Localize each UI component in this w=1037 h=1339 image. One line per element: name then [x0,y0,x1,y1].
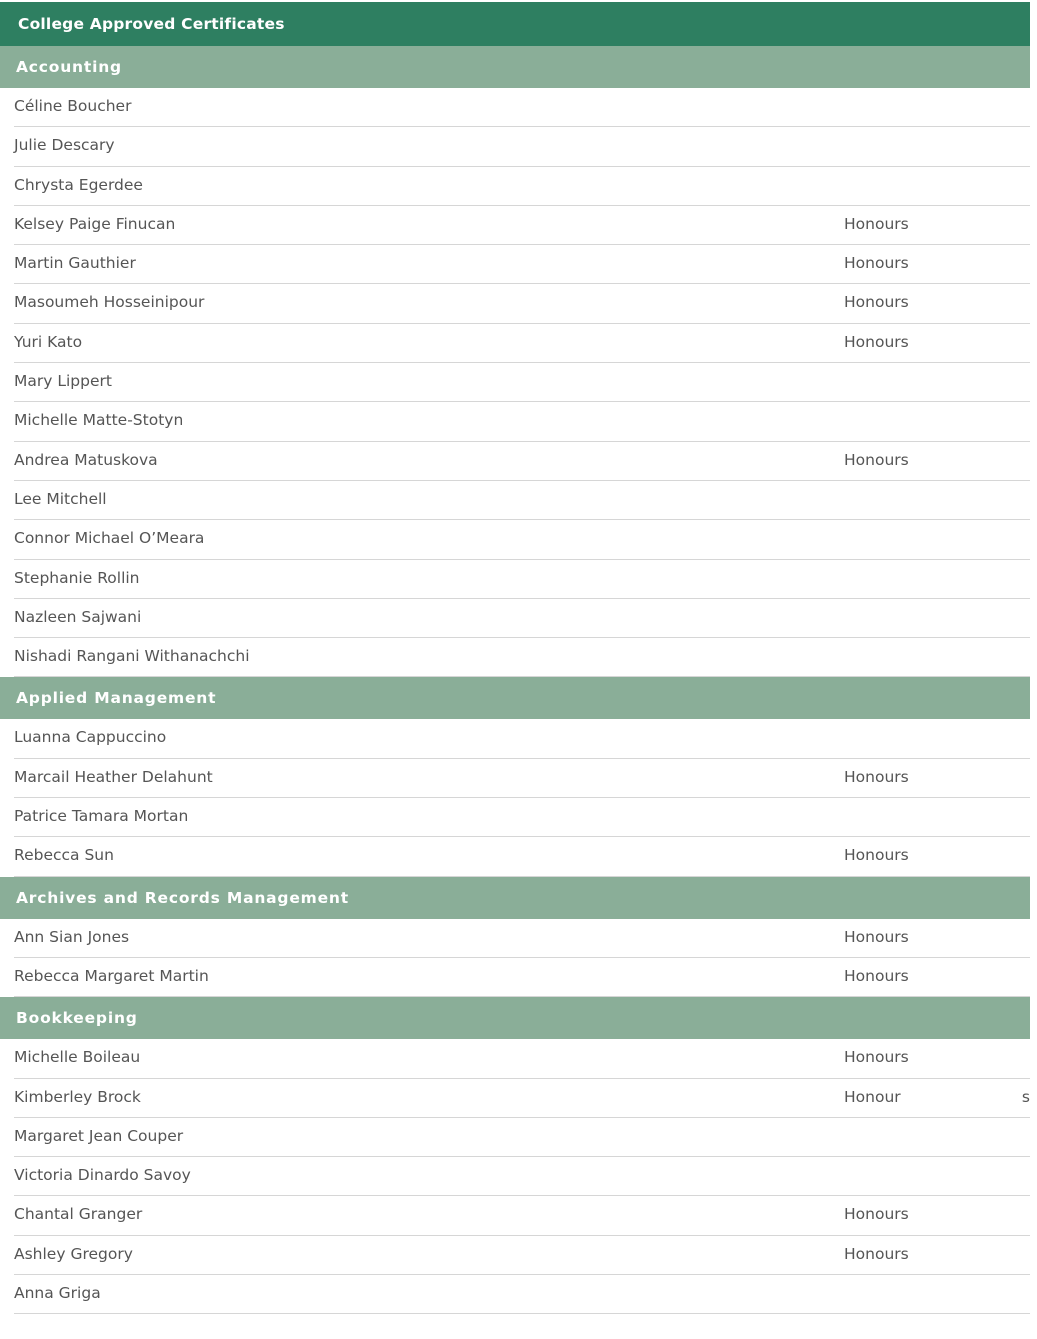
table-title: College Approved Certificates [0,2,1030,46]
list-item: Michelle Boileau Honours [14,1039,1030,1079]
honours-label: Honours [844,966,909,985]
section-list: Luanna Cappuccino Marcail Heather Delahun… [0,719,1030,877]
section-list: Céline Boucher Julie Descary Chrysta Egerd… [0,88,1030,678]
list-item: Rebecca Margaret Martin Honours [14,958,1030,998]
graduate-name: Rebecca Margaret Martin [14,966,209,985]
graduate-name: Victoria Dinardo Savoy [14,1166,191,1185]
honours-label: Honours [844,254,909,273]
graduate-name: Kelsey Paige Finucan [14,214,176,233]
graduate-name: Marcail Heather Delahunt [14,767,213,786]
honours-label: Honours [844,927,909,946]
graduate-name: Andrea Matuskova [14,450,158,469]
list-item: Kelsey Paige Finucan Honours [14,206,1030,246]
list-item: Luanna Cappuccino [14,719,1030,759]
honours-label: Honours [844,1048,909,1067]
section-heading: Archives and Records Management [0,876,1030,919]
list-item: Michelle Matte-Stotyn [14,402,1030,442]
list-item: Patrice Tamara Mortan [14,798,1030,838]
graduate-name: Nazleen Sajwani [14,607,142,626]
list-item: Nishadi Rangani Withanachchi [14,638,1030,678]
list-item: Margaret Jean Couper [14,1118,1030,1158]
list-item: Ann Sian Jones Honours [14,919,1030,958]
certificates-table: College Approved Certificates Accounting… [0,2,1030,1315]
list-item: Mary Lippert [14,363,1030,403]
graduate-name: Ann Sian Jones [14,927,130,946]
list-item: Andrea Matuskova Honours [14,442,1030,481]
graduate-name: Michelle Matte-Stotyn [14,411,184,430]
graduate-name: Mary Lippert [14,372,112,391]
list-item: Nazleen Sajwani [14,599,1030,639]
list-item: Masoumeh Hosseinipour Honours [14,284,1030,324]
list-item: Chantal Granger Honours [14,1196,1030,1236]
graduate-name: Nishadi Rangani Withanachchi [14,647,250,666]
list-item: Kimberley Brock Honour s [14,1079,1030,1118]
section-heading: Accounting [0,46,1030,88]
graduate-name: Lee Mitchell [14,489,107,508]
section-heading: Applied Management [0,677,1030,720]
honours-label: Honours [844,293,909,312]
graduate-name: Yuri Kato [14,332,83,351]
list-item: Céline Boucher [14,88,1030,128]
graduate-name: Michelle Boileau [14,1048,141,1067]
section-heading: Bookkeeping [0,997,1030,1040]
list-item: Yuri Kato Honours [14,324,1030,364]
graduate-name: Rebecca Sun [14,846,114,865]
graduate-name: Chrysta Egerdee [14,175,143,194]
list-item: Anna Griga [14,1275,1030,1315]
list-item: Victoria Dinardo Savoy [14,1157,1030,1197]
honours-label: Honours [844,332,909,351]
honours-label: Honours [844,767,909,786]
graduate-name: Chantal Granger [14,1205,143,1224]
list-item: Chrysta Egerdee [14,167,1030,206]
list-item: Connor Michael O’Meara [14,520,1030,560]
graduate-name: Patrice Tamara Mortan [14,807,189,826]
list-item: Marcail Heather Delahunt Honours [14,759,1030,799]
honours-label: Honour [844,1087,901,1106]
graduate-name: Martin Gauthier [14,254,136,273]
honours-label: Honours [844,1205,909,1224]
honours-label: Honours [844,214,909,233]
graduate-name: Julie Descary [14,136,115,155]
graduate-name: Masoumeh Hosseinipour [14,293,205,312]
graduate-name: Ashley Gregory [14,1244,133,1263]
list-item: Ashley Gregory Honours [14,1236,1030,1276]
graduate-name: Céline Boucher [14,97,132,115]
sections-container: Accounting Céline Boucher Julie Descary Chr… [0,46,1030,1315]
section-list: Michelle Boileau Honours Kimberley Brock Ho… [0,1039,1030,1315]
graduate-name: Luanna Cappuccino [14,728,167,747]
graduate-name: Margaret Jean Couper [14,1126,184,1145]
honours-label: Honours [844,846,909,865]
list-item: Martin Gauthier Honours [14,245,1030,285]
list-item: Julie Descary [14,127,1030,167]
honours-label: Honours [844,1244,909,1263]
graduate-name: Stephanie Rollin [14,568,140,587]
honours-label: Honours [844,450,909,469]
graduate-name: Connor Michael O’Meara [14,529,205,548]
list-item: Lee Mitchell [14,481,1030,521]
list-item: Rebecca Sun Honours [14,837,1030,877]
list-item: Stephanie Rollin [14,560,1030,599]
graduate-name: Anna Griga [14,1284,101,1303]
section-list: Ann Sian Jones Honours Rebecca Margaret Ma… [0,919,1030,998]
honours-label-overflow: s [1021,1087,1030,1106]
graduate-name: Kimberley Brock [14,1087,141,1106]
